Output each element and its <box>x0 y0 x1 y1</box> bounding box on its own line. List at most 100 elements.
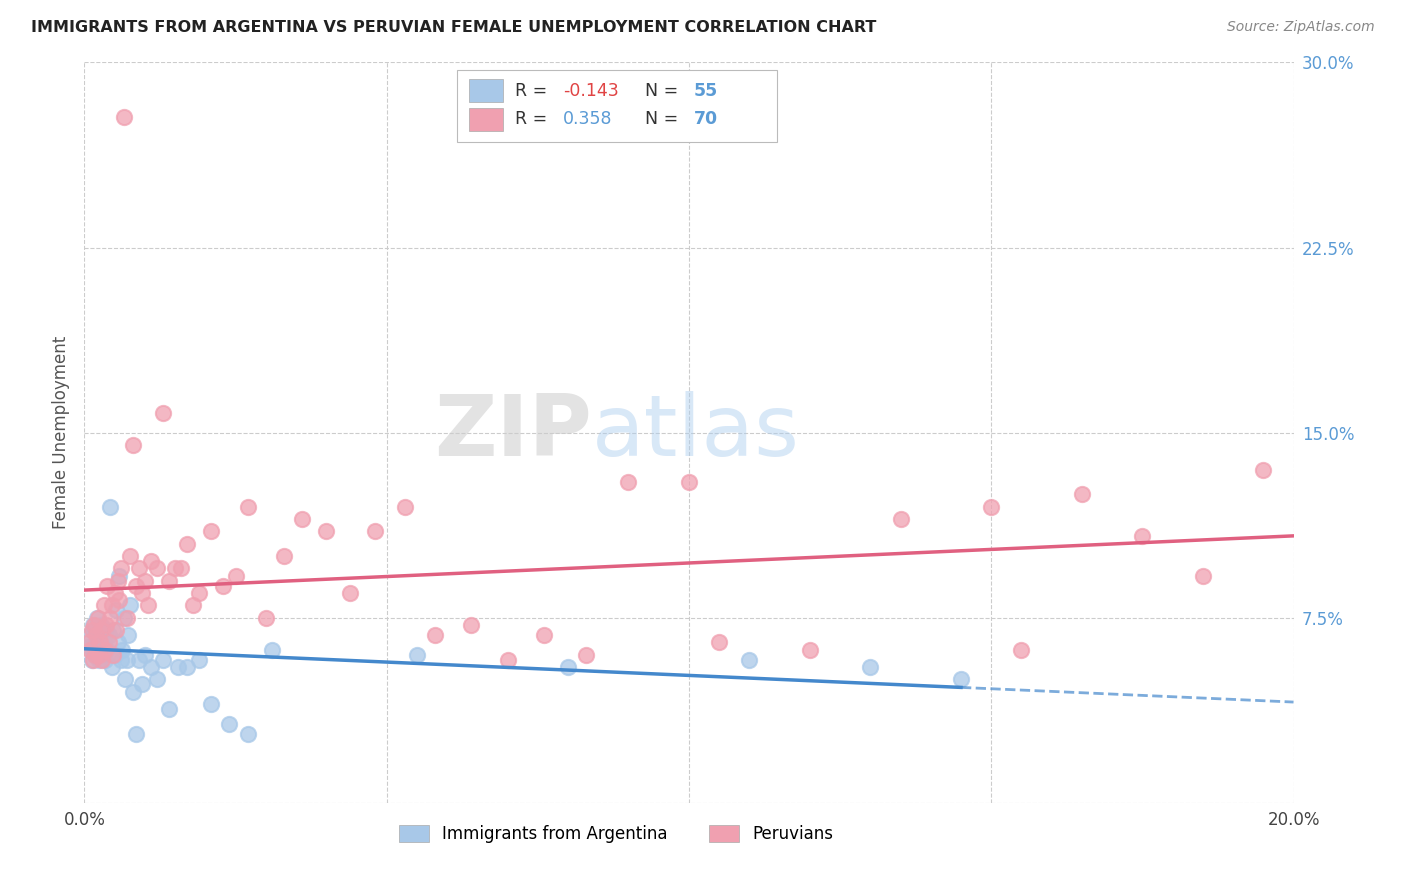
Point <box>363 524 385 539</box>
Point <box>254 610 277 624</box>
Bar <box>468 79 503 102</box>
Text: N =: N = <box>645 81 685 100</box>
Point <box>115 610 138 624</box>
Point <box>1130 529 1153 543</box>
Point <box>200 697 222 711</box>
Point <box>423 628 446 642</box>
Point <box>108 568 131 582</box>
Point <box>98 610 121 624</box>
Point <box>91 653 114 667</box>
Point <box>121 685 143 699</box>
Point <box>799 642 821 657</box>
Point <box>80 653 103 667</box>
Point <box>118 599 141 613</box>
Point <box>339 586 361 600</box>
Point <box>128 561 150 575</box>
Text: Source: ZipAtlas.com: Source: ZipAtlas.com <box>1227 20 1375 34</box>
Point <box>181 599 204 613</box>
Point <box>82 653 104 667</box>
Point <box>100 599 122 613</box>
Point <box>110 561 132 575</box>
Point <box>165 561 187 575</box>
Point <box>260 642 283 657</box>
Point <box>738 653 761 667</box>
Point <box>86 628 108 642</box>
Point <box>1192 568 1215 582</box>
Point <box>139 554 162 568</box>
Point <box>557 660 579 674</box>
Point <box>112 110 135 124</box>
Point <box>890 512 912 526</box>
Point <box>110 653 132 667</box>
Point <box>146 673 169 687</box>
Point <box>125 579 148 593</box>
Point <box>112 610 135 624</box>
Point <box>1253 462 1275 476</box>
Point <box>94 623 117 637</box>
Y-axis label: Female Unemployment: Female Unemployment <box>52 336 70 529</box>
Text: -0.143: -0.143 <box>564 81 619 100</box>
Point <box>273 549 295 563</box>
Point <box>94 618 117 632</box>
Point <box>139 660 162 674</box>
Point <box>103 648 125 662</box>
Point <box>115 653 138 667</box>
Point <box>128 653 150 667</box>
Point <box>236 500 259 514</box>
Text: atlas: atlas <box>592 391 800 475</box>
Point <box>104 623 127 637</box>
Point <box>188 653 211 667</box>
Point <box>94 642 117 657</box>
Point <box>87 628 110 642</box>
Point <box>212 579 235 593</box>
Point <box>617 475 640 489</box>
Point <box>121 438 143 452</box>
Point <box>96 642 118 657</box>
Point <box>291 512 314 526</box>
Point <box>394 500 416 514</box>
Text: R =: R = <box>515 81 553 100</box>
Bar <box>468 108 503 130</box>
Point <box>104 586 127 600</box>
Point <box>89 653 111 667</box>
Point <box>79 642 101 657</box>
Point <box>134 648 156 662</box>
Text: R =: R = <box>515 111 558 128</box>
Point <box>114 673 136 687</box>
Point <box>94 653 117 667</box>
Point <box>111 642 134 657</box>
Point <box>170 561 193 575</box>
Point <box>97 628 120 642</box>
Point <box>1011 642 1033 657</box>
Point <box>315 524 337 539</box>
Point <box>93 635 115 649</box>
Point <box>104 648 127 662</box>
Point <box>107 635 129 649</box>
Point <box>533 628 555 642</box>
Point <box>117 628 139 642</box>
Text: 55: 55 <box>693 81 718 100</box>
Point <box>575 648 598 662</box>
Point <box>460 618 482 632</box>
Text: N =: N = <box>645 111 685 128</box>
Point <box>157 574 180 588</box>
Point <box>131 586 153 600</box>
Point <box>86 648 108 662</box>
Point <box>950 673 973 687</box>
Point <box>131 677 153 691</box>
Point <box>89 635 111 649</box>
Point <box>236 727 259 741</box>
Point <box>118 549 141 563</box>
Point <box>86 635 108 649</box>
Point <box>82 642 104 657</box>
Point <box>146 561 169 575</box>
Point <box>77 635 100 649</box>
Point <box>86 610 108 624</box>
Point <box>87 648 110 662</box>
Point <box>77 640 100 655</box>
Point <box>86 610 108 624</box>
Point <box>96 579 118 593</box>
Point <box>97 635 120 649</box>
Point <box>152 406 174 420</box>
Point <box>84 648 107 662</box>
